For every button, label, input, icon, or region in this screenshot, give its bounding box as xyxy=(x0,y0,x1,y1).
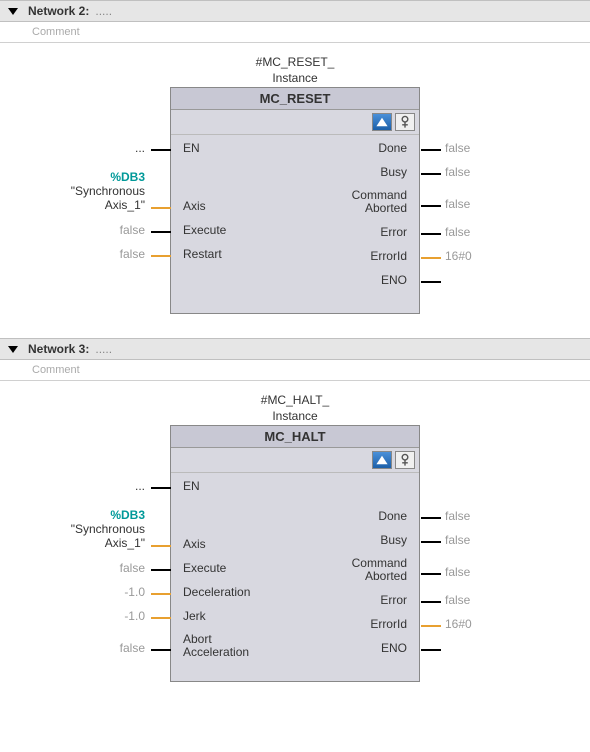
wire xyxy=(421,601,441,603)
input-value[interactable]: -1.0 xyxy=(87,609,145,623)
fb-block[interactable]: MC_HALT EN...Axis%DB3"SynchronousAxis_1"E… xyxy=(170,425,420,682)
input-value[interactable]: ... xyxy=(87,141,145,155)
input-pin: Execute xyxy=(177,223,226,237)
input-pin: Jerk xyxy=(177,609,206,623)
network-title: Network 3: xyxy=(28,342,89,356)
output-pin: Busy xyxy=(380,533,413,547)
input-pin: Restart xyxy=(177,247,222,261)
wire xyxy=(421,149,441,151)
input-pin: Deceleration xyxy=(177,585,250,599)
instance-name: #MC_RESET_ xyxy=(0,55,590,69)
input-pin: Axis xyxy=(177,537,206,551)
output-pin: Error xyxy=(380,593,413,607)
output-value[interactable]: false xyxy=(445,509,470,523)
wire xyxy=(421,517,441,519)
wire xyxy=(151,207,171,209)
collapse-arrow-icon[interactable] xyxy=(8,8,18,15)
output-value[interactable]: false xyxy=(445,165,470,179)
output-pin: CommandAborted xyxy=(352,189,413,214)
wire xyxy=(421,625,441,627)
output-value[interactable]: false xyxy=(445,225,470,239)
fb-title: MC_RESET xyxy=(171,88,419,110)
input-pin: Execute xyxy=(177,561,226,575)
wire xyxy=(151,593,171,595)
input-pin: AbortAcceleration xyxy=(177,633,249,658)
input-value[interactable]: ... xyxy=(87,479,145,493)
input-value[interactable]: -1.0 xyxy=(87,585,145,599)
output-value[interactable]: 16#0 xyxy=(445,617,472,631)
output-value[interactable]: false xyxy=(445,593,470,607)
wire xyxy=(151,231,171,233)
network-body: #MC_RESET_InstanceMC_RESETEN...Axis%DB3"… xyxy=(0,43,590,338)
fb-container: MC_RESET EN...Axis%DB3"SynchronousAxis_1"… xyxy=(70,87,520,314)
input-value[interactable]: false xyxy=(87,561,145,575)
fb-block[interactable]: MC_RESET EN...Axis%DB3"SynchronousAxis_1"… xyxy=(170,87,420,314)
fb-info-icon[interactable] xyxy=(372,451,392,469)
input-value[interactable]: %DB3"SynchronousAxis_1" xyxy=(57,509,145,550)
input-pin: Axis xyxy=(177,199,206,213)
fb-toolbar xyxy=(171,110,419,135)
fb-body: EN...Axis%DB3"SynchronousAxis_1"Executef… xyxy=(171,473,419,681)
wire xyxy=(421,205,441,207)
wire xyxy=(421,573,441,575)
input-value[interactable]: %DB3"SynchronousAxis_1" xyxy=(57,171,145,212)
output-value[interactable]: false xyxy=(445,533,470,547)
output-pin: ENO xyxy=(381,641,413,655)
network-body: #MC_HALT_InstanceMC_HALTEN...Axis%DB3"Sy… xyxy=(0,381,590,706)
output-value[interactable]: false xyxy=(445,197,470,211)
input-value[interactable]: false xyxy=(87,641,145,655)
output-pin: Error xyxy=(380,225,413,239)
fb-title: MC_HALT xyxy=(171,426,419,448)
output-pin: ErrorId xyxy=(370,617,413,631)
fb-config-icon[interactable] xyxy=(395,113,415,131)
input-pin: EN xyxy=(177,479,200,493)
output-value[interactable]: false xyxy=(445,141,470,155)
fb-toolbar xyxy=(171,448,419,473)
fb-config-icon[interactable] xyxy=(395,451,415,469)
network-comment[interactable]: Comment xyxy=(0,22,590,43)
network-dots: ..... xyxy=(95,4,112,18)
wire xyxy=(151,569,171,571)
network-header[interactable]: Network 3:..... xyxy=(0,338,590,360)
fb-body: EN...Axis%DB3"SynchronousAxis_1"Executef… xyxy=(171,135,419,313)
wire xyxy=(421,281,441,283)
instance-sub: Instance xyxy=(0,409,590,423)
wire xyxy=(421,233,441,235)
output-pin: ENO xyxy=(381,273,413,287)
wire xyxy=(151,545,171,547)
collapse-arrow-icon[interactable] xyxy=(8,346,18,353)
fb-info-icon[interactable] xyxy=(372,113,392,131)
wire xyxy=(151,149,171,151)
fb-container: MC_HALT EN...Axis%DB3"SynchronousAxis_1"E… xyxy=(70,425,520,682)
wire xyxy=(151,649,171,651)
wire xyxy=(151,255,171,257)
output-pin: Done xyxy=(378,141,413,155)
output-value[interactable]: false xyxy=(445,565,470,579)
wire xyxy=(421,649,441,651)
instance-name: #MC_HALT_ xyxy=(0,393,590,407)
output-pin: ErrorId xyxy=(370,249,413,263)
network-header[interactable]: Network 2:..... xyxy=(0,0,590,22)
network-title: Network 2: xyxy=(28,4,89,18)
input-value[interactable]: false xyxy=(87,223,145,237)
output-pin: CommandAborted xyxy=(352,557,413,582)
instance-sub: Instance xyxy=(0,71,590,85)
wire xyxy=(421,173,441,175)
wire xyxy=(151,617,171,619)
network-dots: ..... xyxy=(95,342,112,356)
wire xyxy=(421,541,441,543)
output-pin: Done xyxy=(378,509,413,523)
input-value[interactable]: false xyxy=(87,247,145,261)
output-pin: Busy xyxy=(380,165,413,179)
wire xyxy=(151,487,171,489)
input-pin: EN xyxy=(177,141,200,155)
wire xyxy=(421,257,441,259)
network-comment[interactable]: Comment xyxy=(0,360,590,381)
output-value[interactable]: 16#0 xyxy=(445,249,472,263)
